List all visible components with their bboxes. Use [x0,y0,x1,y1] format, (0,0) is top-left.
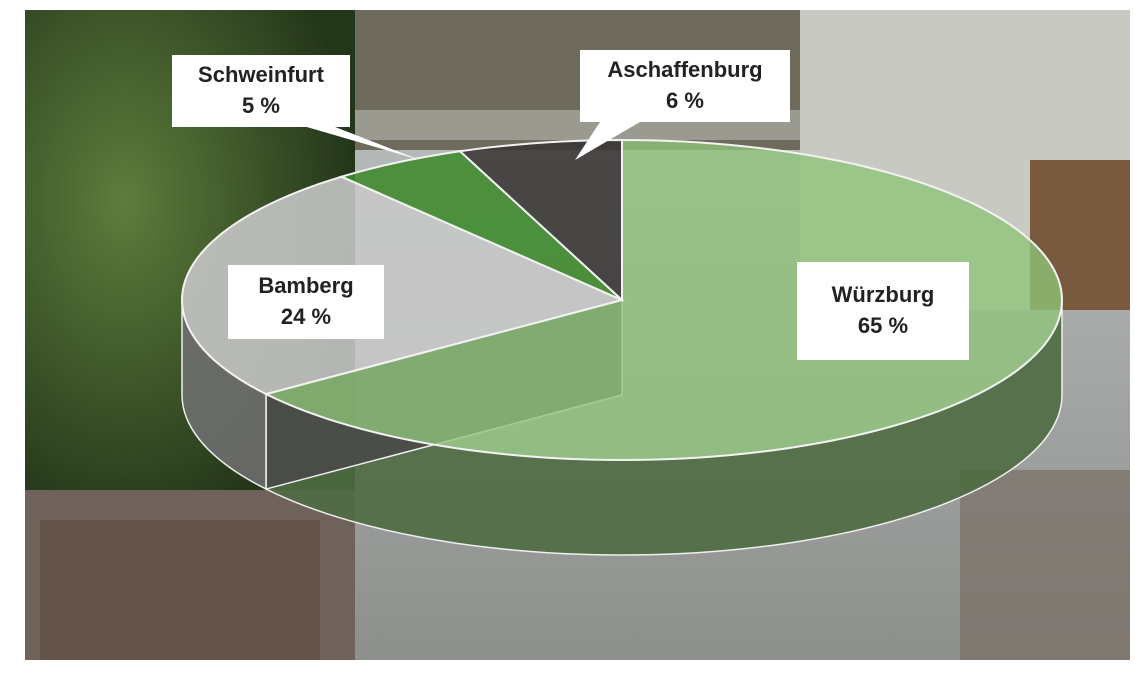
slice-value: 6 % [666,88,704,113]
slice-name: Aschaffenburg [607,57,762,82]
slice-value: 5 % [242,93,280,118]
page: Würzburg 65 % Bamberg 24 % Schweinfurt 5 % Asc… [0,0,1135,684]
slice-value: 65 % [858,313,908,338]
slice-name: Würzburg [832,282,935,307]
label-box [797,262,969,360]
slice-value: 24 % [281,304,331,329]
slice-name: Schweinfurt [198,62,325,87]
chart: Würzburg 65 % Bamberg 24 % Schweinfurt 5 % Asc… [0,0,1135,684]
slice-name: Bamberg [258,273,353,298]
